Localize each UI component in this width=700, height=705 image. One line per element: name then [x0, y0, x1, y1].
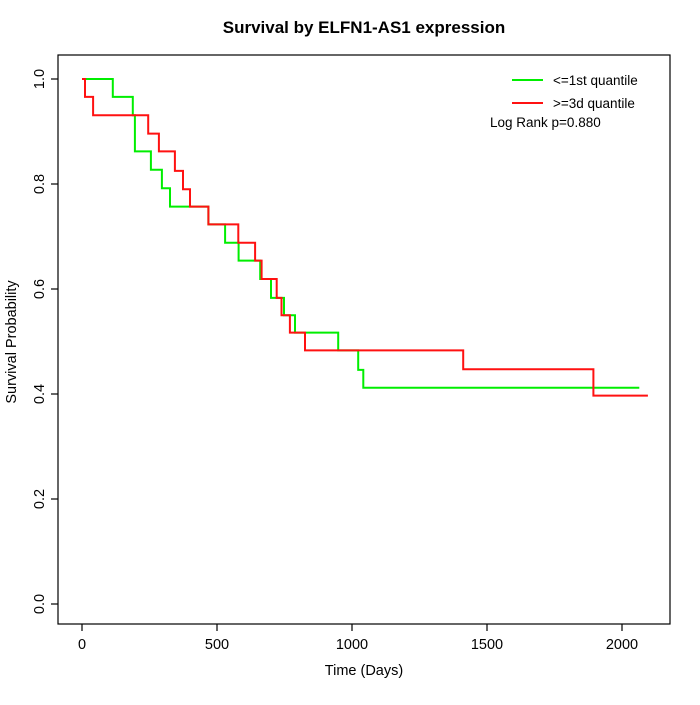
- survival-curve-third-quantile: [82, 78, 648, 397]
- y-axis-ticks: 0.0 0.2 0.4 0.6 0.8 1.0: [32, 69, 58, 614]
- x-tick-label: 1000: [336, 637, 368, 653]
- x-axis-title: Time (Days): [325, 663, 403, 679]
- y-tick-label: 0.8: [32, 174, 48, 194]
- y-tick-label: 1.0: [32, 69, 48, 89]
- legend: <=1st quantile >=3d quantile Log Rank p=…: [490, 73, 638, 130]
- x-tick-label: 2000: [606, 637, 638, 653]
- x-axis-ticks: 0 500 1000 1500 2000: [78, 624, 638, 653]
- x-tick-label: 0: [78, 637, 86, 653]
- log-rank-p-value: Log Rank p=0.880: [490, 115, 601, 130]
- y-tick-label: 0.4: [32, 384, 48, 404]
- survival-curves: [82, 78, 648, 397]
- y-tick-label: 0.6: [32, 279, 48, 299]
- plot-box: [57, 54, 671, 625]
- y-axis-title: Survival Probability: [4, 280, 20, 404]
- chart-title: Survival by ELFN1-AS1 expression: [223, 18, 506, 37]
- legend-label-third-quantile: >=3d quantile: [553, 96, 635, 111]
- y-tick-label: 0.2: [32, 489, 48, 509]
- legend-label-first-quantile: <=1st quantile: [553, 73, 638, 88]
- survival-curve-first-quantile: [82, 78, 640, 389]
- y-tick-label: 0.0: [32, 594, 48, 614]
- x-tick-label: 1500: [471, 637, 503, 653]
- x-tick-label: 500: [205, 637, 229, 653]
